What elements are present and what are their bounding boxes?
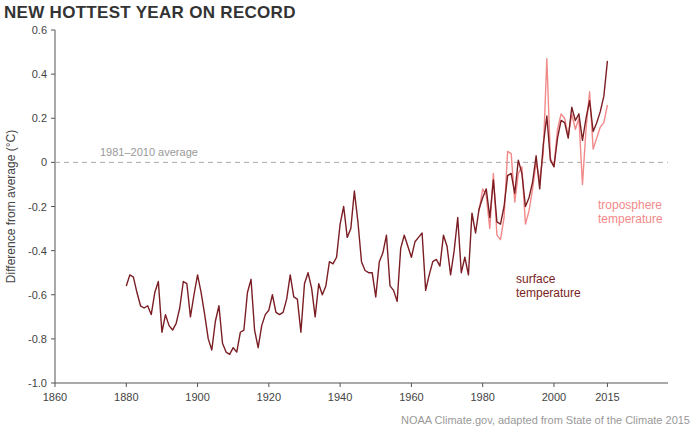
x-tick [607,383,608,387]
reference-line [55,162,668,163]
series-label-line: troposphere [598,198,665,212]
x-tick [268,383,269,387]
reference-label: 1981–2010 average [100,146,198,158]
y-tick-label: -0.4 [28,245,47,257]
y-tick [51,30,55,31]
y-tick [51,118,55,119]
x-tick [411,383,412,387]
title: NEW HOTTEST YEAR ON RECORD [4,3,296,22]
series-label-line: temperature [516,286,581,300]
x-tick-label: 1920 [257,391,281,403]
y-tick-label: -0.8 [28,333,47,345]
x-axis [55,383,668,384]
y-tick-label: 0.4 [32,68,47,80]
y-tick [51,206,55,207]
y-axis-label: Difference from average (°C) [4,130,18,283]
y-tick-label: 0 [41,156,47,168]
x-tick [482,383,483,387]
series-line [126,61,607,354]
x-tick-label: 1900 [185,391,209,403]
x-tick [126,383,127,387]
x-tick-label: 2015 [595,391,619,403]
series-label-line: surface [516,272,559,286]
y-tick-label: -1.0 [28,377,47,389]
x-tick-label: 1980 [470,391,494,403]
y-tick-label: 0.6 [32,24,47,36]
series-label-line: temperature [598,212,663,226]
series-label: surface temperature [516,272,581,300]
y-tick [51,294,55,295]
y-tick-label: -0.6 [28,289,47,301]
x-tick [340,383,341,387]
y-tick [51,338,55,339]
x-tick-label: 1860 [43,391,67,403]
x-tick-label: 1880 [114,391,138,403]
x-tick-label: 1960 [399,391,423,403]
chart: NEW HOTTEST YEAR ON RECORD Difference fro… [0,0,700,432]
x-tick-label: 2000 [542,391,566,403]
x-tick [197,383,198,387]
y-tick [51,74,55,75]
y-tick [51,383,55,384]
y-tick [51,162,55,163]
x-tick [55,383,56,387]
source: NOAA Climate.gov, adapted from State of … [401,414,690,426]
y-tick-label: -0.2 [28,201,47,213]
x-tick-label: 1940 [328,391,352,403]
plot-area [126,59,607,355]
x-tick [553,383,554,387]
y-tick-label: 0.2 [32,112,47,124]
series-label: troposphere temperature [598,198,665,226]
y-tick [51,250,55,251]
